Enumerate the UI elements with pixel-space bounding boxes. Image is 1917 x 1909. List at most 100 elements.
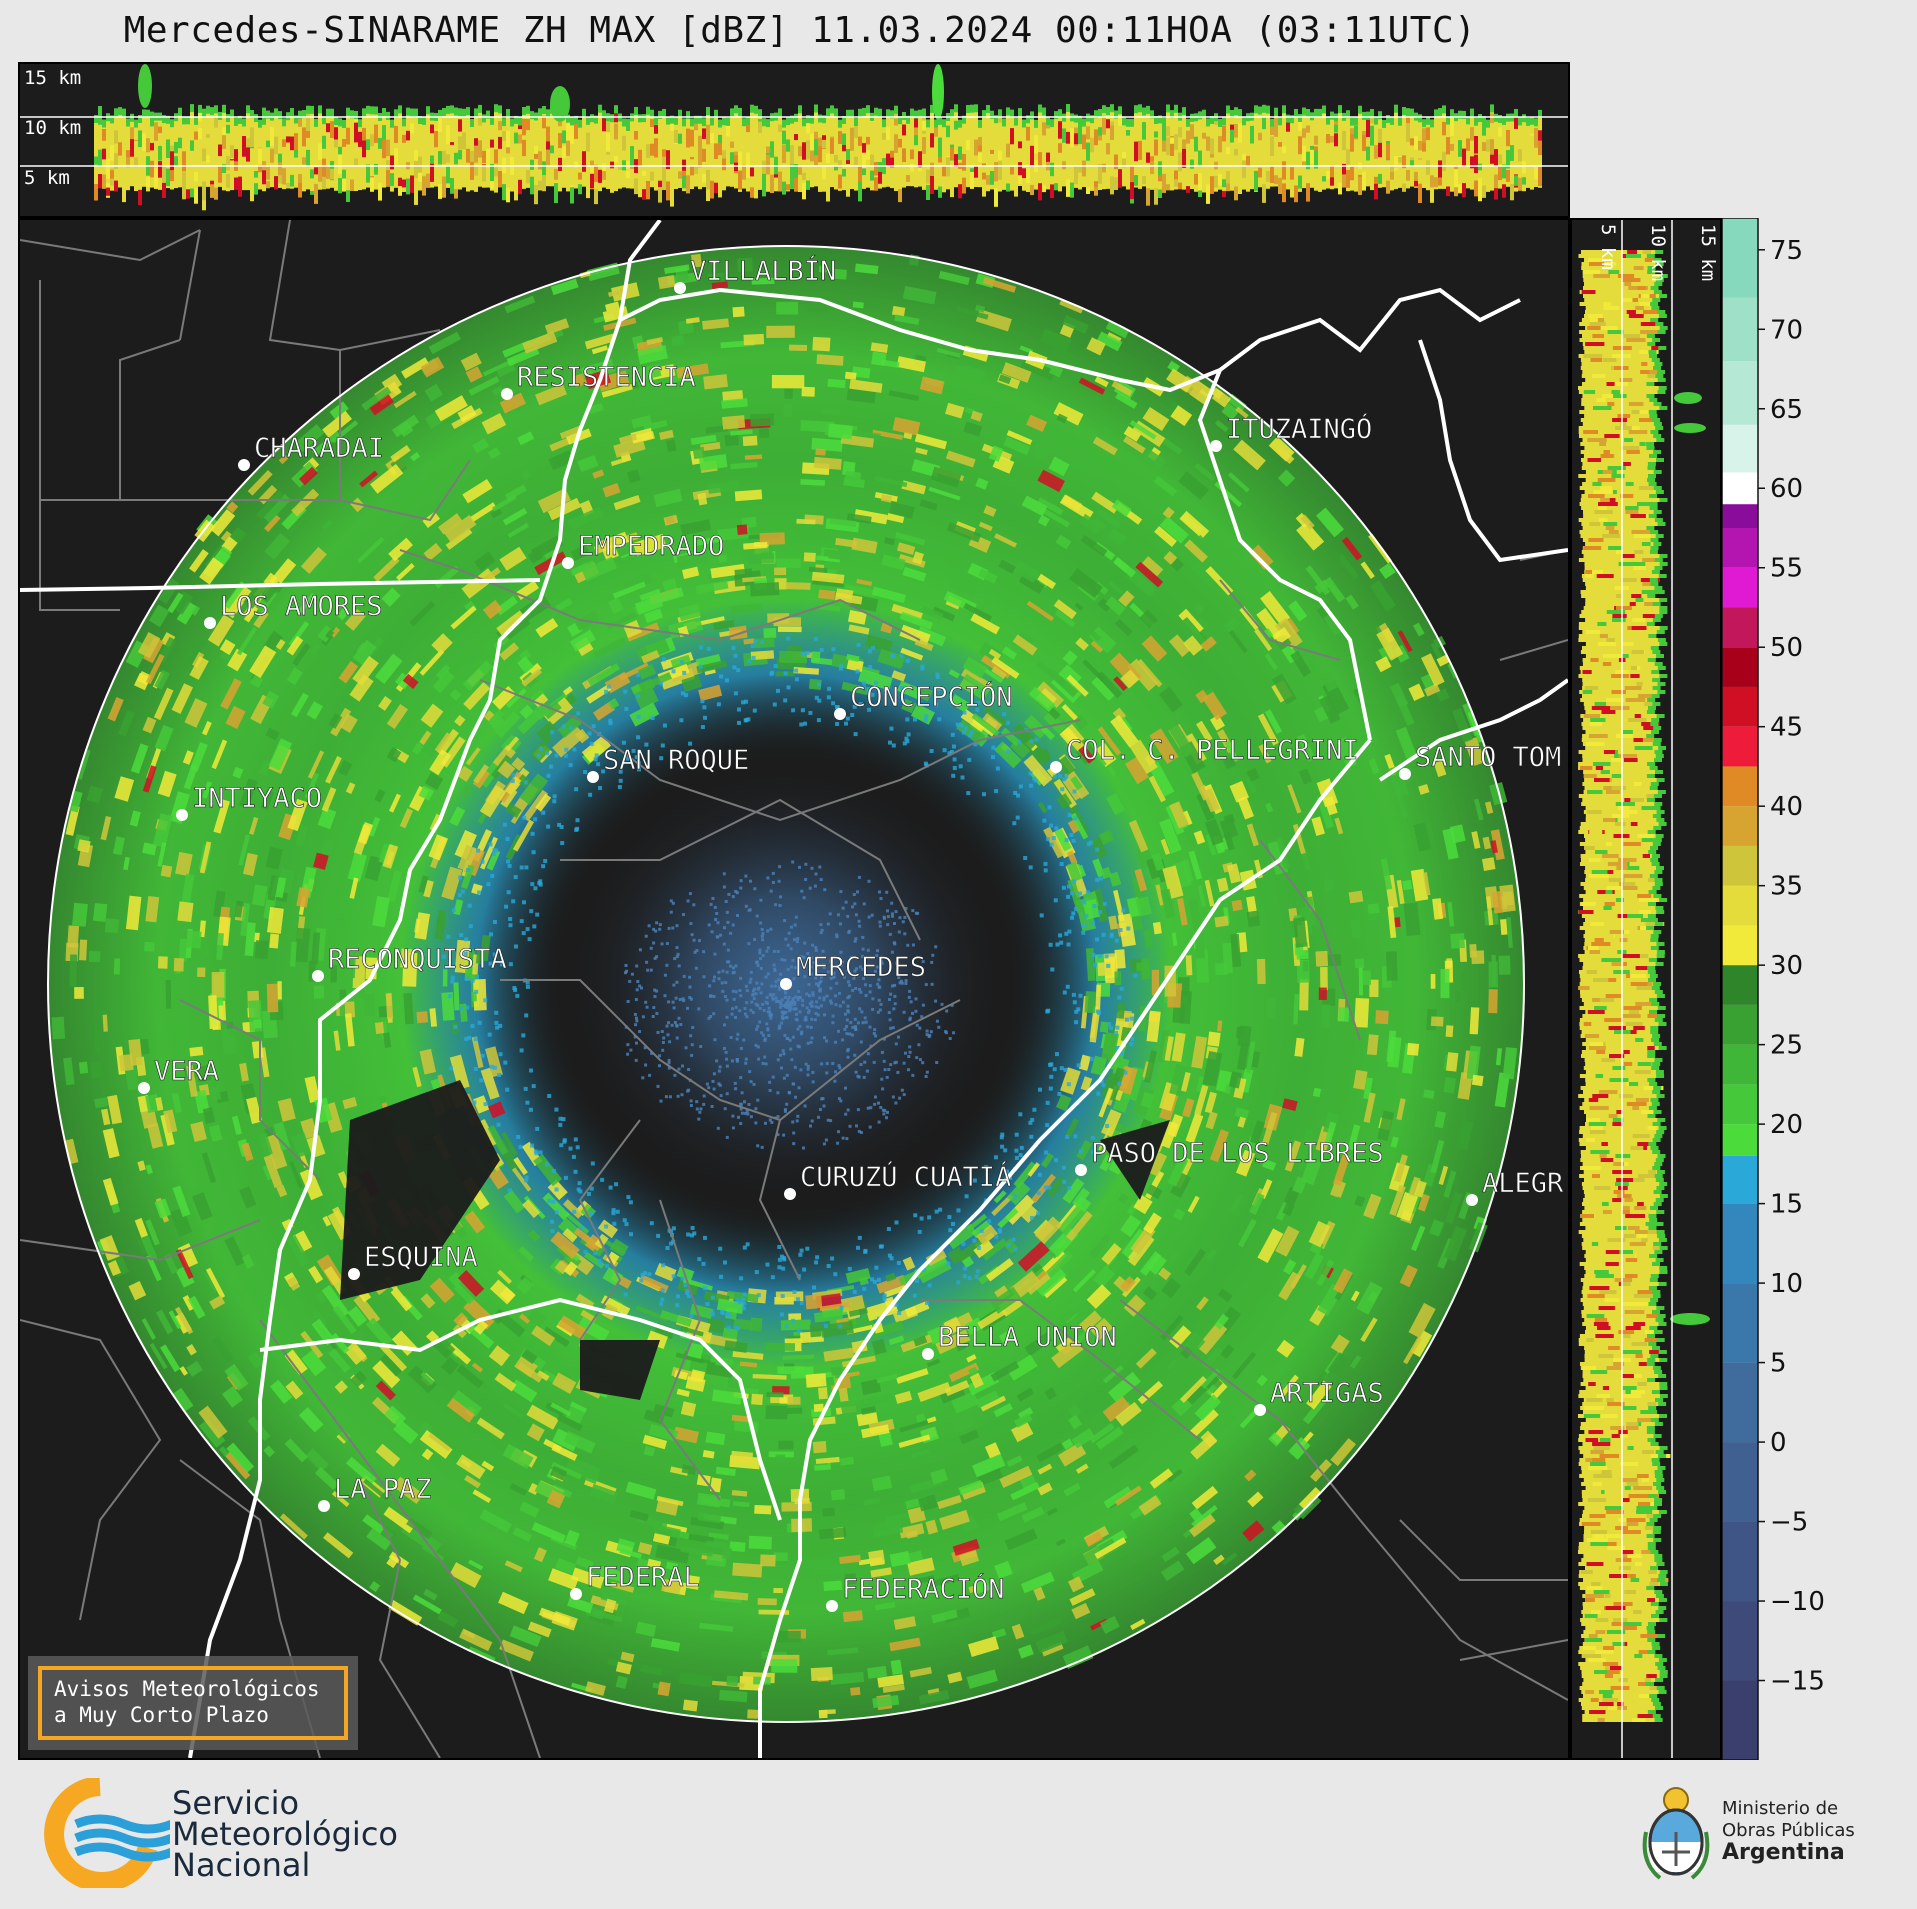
city-dot (312, 970, 324, 982)
city-label: FEDERACIÓN (842, 1573, 1005, 1605)
city-markers: VILLALBÍN RESISTENCIA CHARADAI ITUZAINGÓ EMP… (138, 255, 1564, 1612)
city-mercedes[interactable]: MERCEDES (780, 952, 926, 990)
city-label: PASO DE LOS LIBRES (1091, 1138, 1384, 1169)
city-san-roque[interactable]: SAN ROQUE (587, 745, 750, 783)
side-height-label-5: 5 km (1597, 224, 1619, 270)
city-dot (780, 978, 792, 990)
city-bella-union[interactable]: BELLA UNION (922, 1322, 1117, 1360)
colorbar-segment (1722, 1680, 1758, 1760)
city-resistencia[interactable]: RESISTENCIA (501, 362, 696, 400)
page-title: Mercedes-SINARAME ZH MAX [dBZ] 11.03.202… (123, 10, 1477, 51)
colorbar-segment (1722, 1362, 1758, 1443)
city-ituzaing-[interactable]: ITUZAINGÓ (1210, 413, 1373, 452)
colorbar-tick-label: 30 (1770, 951, 1803, 981)
smn-logo-icon (44, 1778, 170, 1888)
colorbar-segment (1722, 1004, 1758, 1045)
colorbar-tick-label: 25 (1770, 1031, 1803, 1061)
colorbar-segment (1722, 607, 1758, 648)
city-dot (348, 1268, 360, 1280)
city-federaci-n[interactable]: FEDERACIÓN (826, 1573, 1005, 1612)
city-federal[interactable]: FEDERAL (570, 1562, 700, 1600)
city-dot (570, 1588, 582, 1600)
city-dot (587, 771, 599, 783)
city-santo-tom[interactable]: SANTO TOM (1399, 742, 1562, 780)
colorbar-segment (1722, 527, 1758, 568)
city-dot (318, 1500, 330, 1512)
city-label: EMPEDRADO (578, 531, 724, 562)
city-dot (176, 809, 188, 821)
top-echo-profile (94, 64, 1542, 211)
city-dot (238, 459, 250, 471)
colorbar-segment (1722, 686, 1758, 727)
colorbar-segment (1722, 925, 1758, 966)
colorbar-tick-label: 75 (1770, 236, 1803, 266)
city-la-paz[interactable]: LA PAZ (318, 1474, 432, 1512)
side-height-label-10: 10 km (1647, 224, 1669, 281)
radar-map[interactable]: VILLALBÍN RESISTENCIA CHARADAI ITUZAINGÓ EMP… (18, 218, 1570, 1760)
city-concepci-n[interactable]: CONCEPCIÓN (834, 681, 1013, 720)
city-los-amores[interactable]: LOS AMORES (204, 591, 383, 629)
city-vera[interactable]: VERA (138, 1056, 219, 1094)
city-label: BELLA UNION (938, 1322, 1117, 1353)
top-height-label-5: 5 km (24, 167, 70, 189)
side-echo-profile (1578, 250, 1710, 1722)
colorbar-segment (1722, 1084, 1758, 1125)
city-intiyaco[interactable]: INTIYACO (176, 783, 322, 821)
colorbar-segment (1722, 1283, 1758, 1363)
top-height-label-15: 15 km (24, 67, 81, 89)
colorbar-segment (1722, 1124, 1758, 1156)
colorbar-segment (1722, 472, 1758, 505)
city-dot (1075, 1164, 1087, 1176)
colorbar-segment (1722, 766, 1758, 807)
city-dot (922, 1348, 934, 1360)
city-label: VERA (154, 1056, 219, 1087)
echo-gaps (340, 1080, 1170, 1400)
colorbar-tick-label: −5 (1770, 1508, 1808, 1538)
colorbar-tick-label: 15 (1770, 1190, 1803, 1220)
city-col-c-pellegrini[interactable]: COL. C. PELLEGRINI (1050, 735, 1359, 773)
colorbar-segment (1722, 1044, 1758, 1085)
ministry-name: Ministerio de Obras Públicas Argentina (1722, 1798, 1855, 1865)
city-esquina[interactable]: ESQUINA (348, 1242, 478, 1280)
city-label: INTIYACO (192, 783, 322, 814)
city-charadai[interactable]: CHARADAI (238, 433, 384, 471)
city-label: CONCEPCIÓN (850, 681, 1013, 713)
city-dot (501, 388, 513, 400)
colorbar-tick-label: 65 (1770, 395, 1803, 425)
city-label: SANTO TOM (1415, 742, 1561, 773)
top-height-label-10: 10 km (24, 117, 81, 139)
colorbar-tick-label: 35 (1770, 872, 1803, 902)
colorbar-tick-label: 10 (1770, 1269, 1803, 1299)
city-dot (204, 617, 216, 629)
colorbar-segment (1722, 361, 1758, 425)
colorbar-tick-label: 5 (1770, 1349, 1787, 1379)
colorbar-segment (1722, 965, 1758, 1005)
colorbar-tick-label: 45 (1770, 713, 1803, 743)
colorbar-tick-label: 60 (1770, 474, 1803, 504)
city-empedrado[interactable]: EMPEDRADO (562, 531, 725, 569)
warning-badge: Avisos Meteorológicos a Muy Corto Plazo (28, 1656, 358, 1750)
colorbar-segment (1722, 1155, 1758, 1204)
city-label: LA PAZ (334, 1474, 432, 1505)
echo-field (51, 253, 1518, 1719)
city-dot (1399, 768, 1411, 780)
colorbar-segment (1722, 806, 1758, 846)
city-dot (562, 557, 574, 569)
city-paso-de-los-libres[interactable]: PASO DE LOS LIBRES (1075, 1138, 1384, 1176)
city-label: COL. C. PELLEGRINI (1066, 735, 1359, 766)
city-artigas[interactable]: ARTIGAS (1254, 1378, 1384, 1416)
city-alegr[interactable]: ALEGR (1466, 1168, 1564, 1206)
city-reconquista[interactable]: RECONQUISTA (312, 944, 507, 982)
side-cross-section: 5 km 10 km 15 km (1570, 218, 1722, 1760)
colorbar-segment (1722, 567, 1758, 608)
colorbar-segment (1722, 218, 1758, 298)
city-dot (1210, 440, 1222, 452)
top-cross-section: 15 km 10 km 5 km (18, 62, 1570, 218)
city-curuz-cuati-[interactable]: CURUZÚ CUATIÁ (784, 1161, 1012, 1200)
city-dot (784, 1188, 796, 1200)
colorbar-segment (1722, 424, 1758, 473)
colorbar-segment (1722, 726, 1758, 767)
city-villalb-n[interactable]: VILLALBÍN (674, 255, 837, 294)
city-label: VILLALBÍN (690, 255, 836, 287)
